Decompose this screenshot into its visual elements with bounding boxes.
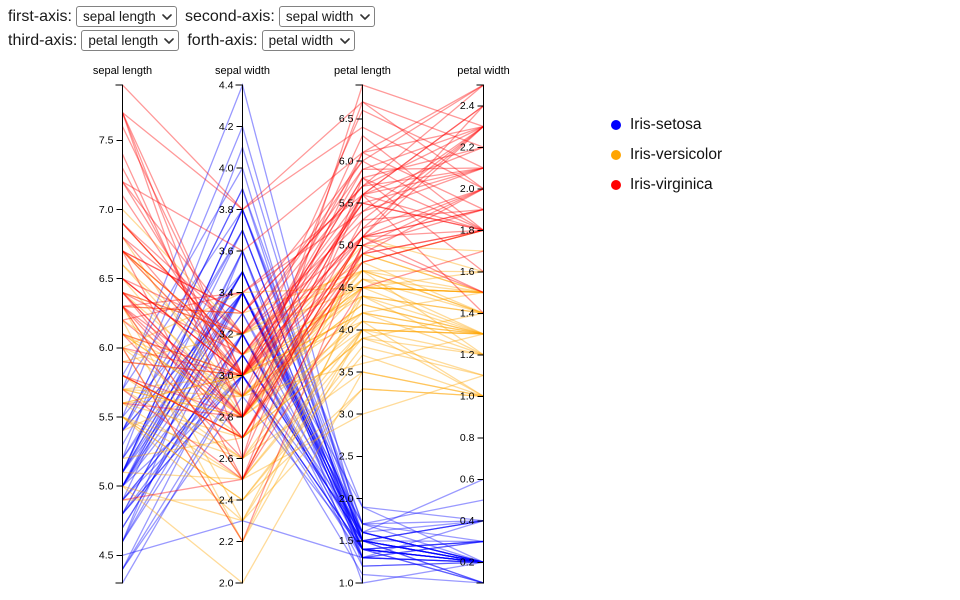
svg-text:2.2: 2.2 <box>219 536 234 548</box>
svg-text:3.6: 3.6 <box>219 245 234 257</box>
svg-text:petal length: petal length <box>334 65 391 77</box>
first-axis-label: first-axis: <box>8 7 72 25</box>
svg-text:2.0: 2.0 <box>339 493 354 505</box>
third-axis-select-wrap: petal length <box>81 30 180 51</box>
svg-text:petal width: petal width <box>457 65 510 77</box>
axis-control-row-1: first-axis: sepal length second-axis: se… <box>8 6 379 27</box>
forth-axis-label: forth-axis: <box>187 31 258 49</box>
legend-label: Iris-setosa <box>630 116 702 133</box>
svg-text:4.5: 4.5 <box>339 282 354 294</box>
svg-text:0.2: 0.2 <box>460 557 475 569</box>
svg-text:1.4: 1.4 <box>460 308 475 320</box>
svg-text:sepal width: sepal width <box>215 65 270 77</box>
legend-item-setosa: Iris-setosa <box>611 110 722 140</box>
second-axis-select[interactable]: sepal width <box>278 6 375 27</box>
svg-text:0.8: 0.8 <box>460 432 475 444</box>
svg-text:5.0: 5.0 <box>339 240 354 252</box>
svg-text:2.0: 2.0 <box>460 183 475 195</box>
svg-text:1.8: 1.8 <box>460 225 475 237</box>
svg-text:2.0: 2.0 <box>219 577 234 589</box>
svg-text:sepal length: sepal length <box>93 65 152 77</box>
forth-axis-select[interactable]: petal width <box>261 30 355 51</box>
axis-controls: first-axis: sepal length second-axis: se… <box>8 6 379 54</box>
svg-text:6.5: 6.5 <box>339 113 354 125</box>
svg-text:3.4: 3.4 <box>219 287 234 299</box>
legend-item-virginica: Iris-virginica <box>611 170 722 200</box>
svg-text:6.5: 6.5 <box>99 273 114 285</box>
svg-text:0.6: 0.6 <box>460 474 475 486</box>
svg-text:1.2: 1.2 <box>460 349 475 361</box>
svg-text:2.6: 2.6 <box>219 453 234 465</box>
svg-text:2.4: 2.4 <box>460 100 475 112</box>
versicolor-color-dot-icon <box>611 150 621 160</box>
legend-item-versicolor: Iris-versicolor <box>611 140 722 170</box>
svg-text:1.0: 1.0 <box>460 391 475 403</box>
svg-text:4.4: 4.4 <box>219 79 234 91</box>
svg-text:4.0: 4.0 <box>219 162 234 174</box>
svg-text:7.0: 7.0 <box>99 204 114 216</box>
svg-text:2.4: 2.4 <box>219 494 234 506</box>
svg-text:1.0: 1.0 <box>339 577 354 589</box>
first-axis-select-wrap: sepal length <box>76 6 177 27</box>
legend-label: Iris-versicolor <box>630 146 723 163</box>
svg-text:2.8: 2.8 <box>219 411 234 423</box>
svg-text:1.6: 1.6 <box>460 266 475 278</box>
second-axis-label: second-axis: <box>185 7 275 25</box>
svg-text:2.2: 2.2 <box>460 142 475 154</box>
third-axis-select[interactable]: petal length <box>81 30 180 51</box>
chart-legend: Iris-setosa Iris-versicolor Iris-virgini… <box>611 110 722 200</box>
svg-text:5.5: 5.5 <box>99 411 114 423</box>
first-axis-select[interactable]: sepal length <box>76 6 177 27</box>
forth-axis-select-wrap: petal width <box>261 30 355 51</box>
svg-text:7.5: 7.5 <box>99 135 114 147</box>
virginica-color-dot-icon <box>611 180 621 190</box>
svg-text:5.5: 5.5 <box>339 198 354 210</box>
svg-text:0.4: 0.4 <box>460 515 475 527</box>
svg-text:3.0: 3.0 <box>339 409 354 421</box>
svg-text:6.0: 6.0 <box>99 342 114 354</box>
svg-text:6.0: 6.0 <box>339 155 354 167</box>
svg-text:4.5: 4.5 <box>99 550 114 562</box>
axis-control-row-2: third-axis: petal length forth-axis: pet… <box>8 30 379 51</box>
third-axis-label: third-axis: <box>8 31 78 49</box>
legend-label: Iris-virginica <box>630 176 713 193</box>
svg-text:1.5: 1.5 <box>339 535 354 547</box>
svg-text:3.2: 3.2 <box>219 328 234 340</box>
svg-text:5.0: 5.0 <box>99 481 114 493</box>
svg-text:3.5: 3.5 <box>339 366 354 378</box>
svg-text:2.5: 2.5 <box>339 451 354 463</box>
second-axis-select-wrap: sepal width <box>278 6 375 27</box>
svg-text:4.2: 4.2 <box>219 121 234 133</box>
setosa-color-dot-icon <box>611 120 621 130</box>
svg-text:3.0: 3.0 <box>219 370 234 382</box>
svg-text:3.8: 3.8 <box>219 204 234 216</box>
svg-text:4.0: 4.0 <box>339 324 354 336</box>
